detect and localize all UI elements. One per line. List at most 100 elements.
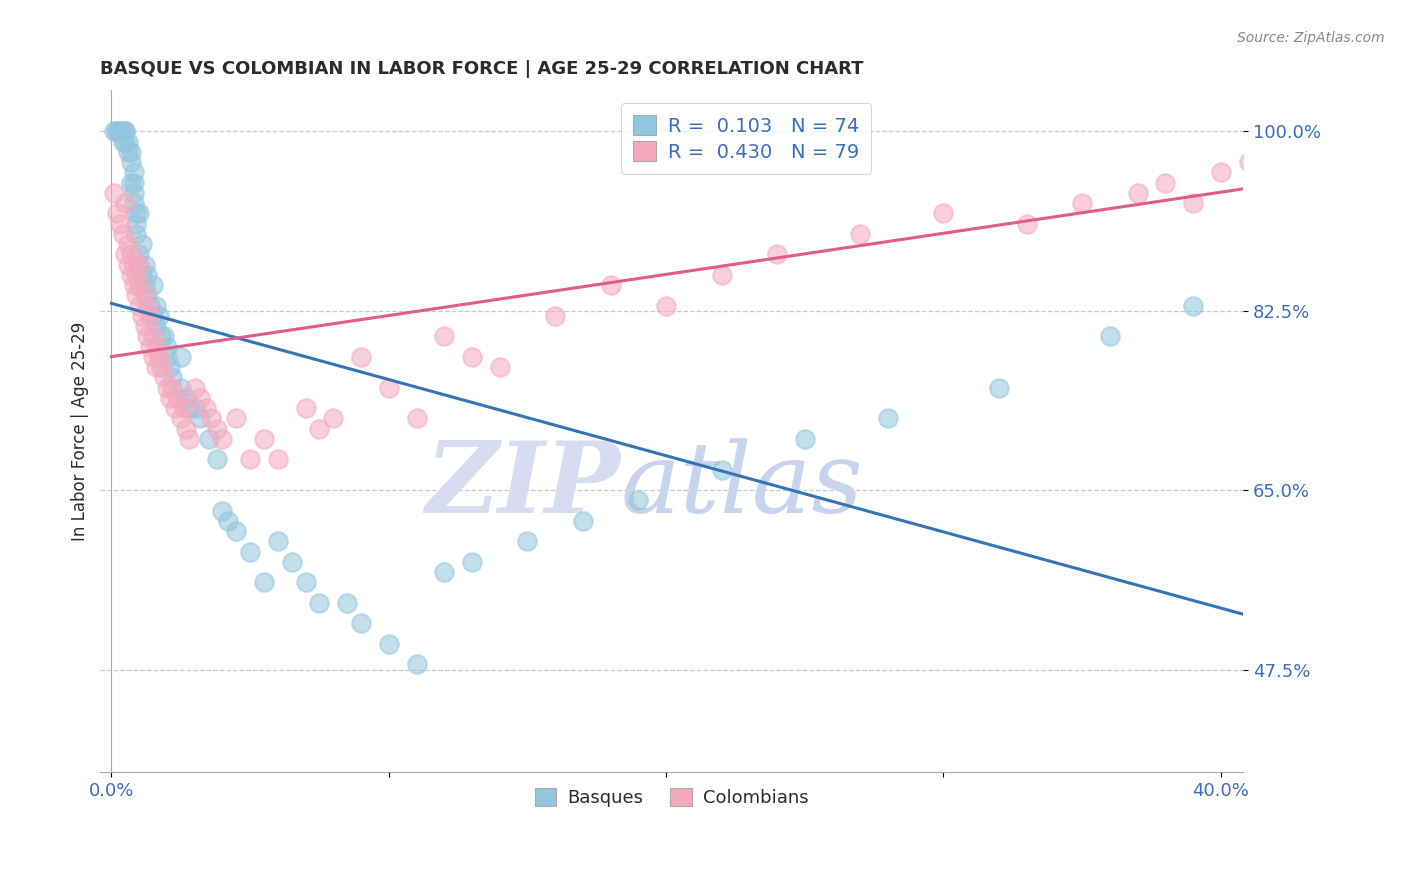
Point <box>308 422 330 436</box>
Point <box>1376 124 1399 138</box>
Point <box>153 329 176 343</box>
Point <box>1071 196 1094 211</box>
Point <box>544 309 567 323</box>
Point <box>1182 196 1205 211</box>
Point <box>877 411 900 425</box>
Point <box>188 391 211 405</box>
Text: atlas: atlas <box>620 438 863 533</box>
Point <box>1292 155 1315 169</box>
Point <box>120 268 142 282</box>
Point <box>177 401 200 416</box>
Point <box>177 432 200 446</box>
Point <box>122 258 145 272</box>
Point <box>710 462 733 476</box>
Point <box>134 288 156 302</box>
Point <box>350 616 373 631</box>
Point <box>134 319 156 334</box>
Point <box>405 411 427 425</box>
Point <box>211 432 233 446</box>
Point <box>148 309 170 323</box>
Point <box>197 432 219 446</box>
Point <box>405 657 427 672</box>
Point <box>165 401 187 416</box>
Point <box>1209 165 1232 179</box>
Point <box>253 575 276 590</box>
Point <box>488 360 510 375</box>
Point <box>156 381 179 395</box>
Point <box>793 432 815 446</box>
Point <box>150 360 173 375</box>
Point <box>516 534 538 549</box>
Point <box>122 196 145 211</box>
Point <box>128 299 150 313</box>
Point <box>183 401 205 416</box>
Point <box>1320 145 1343 159</box>
Point <box>225 524 247 538</box>
Point <box>211 503 233 517</box>
Point <box>294 575 316 590</box>
Point <box>131 237 153 252</box>
Point <box>122 186 145 200</box>
Point <box>117 135 139 149</box>
Point <box>142 309 165 323</box>
Point <box>128 278 150 293</box>
Point <box>134 258 156 272</box>
Point <box>105 206 128 220</box>
Point <box>128 206 150 220</box>
Point <box>655 299 678 313</box>
Y-axis label: In Labor Force | Age 25-29: In Labor Force | Age 25-29 <box>72 321 89 541</box>
Point <box>932 206 955 220</box>
Point <box>108 124 131 138</box>
Point <box>1126 186 1149 200</box>
Point <box>142 278 165 293</box>
Point <box>599 278 621 293</box>
Point <box>114 196 136 211</box>
Point <box>128 258 150 272</box>
Point <box>114 124 136 138</box>
Point <box>139 309 162 323</box>
Point <box>194 401 217 416</box>
Point <box>128 258 150 272</box>
Point <box>217 514 239 528</box>
Point <box>322 411 344 425</box>
Point <box>849 227 872 241</box>
Point <box>120 247 142 261</box>
Point <box>205 422 228 436</box>
Point <box>122 165 145 179</box>
Point <box>114 247 136 261</box>
Point <box>139 340 162 354</box>
Point <box>239 452 262 467</box>
Text: Source: ZipAtlas.com: Source: ZipAtlas.com <box>1237 31 1385 45</box>
Point <box>108 217 131 231</box>
Point <box>153 370 176 384</box>
Point <box>176 391 198 405</box>
Point <box>1403 124 1406 138</box>
Point <box>134 278 156 293</box>
Point <box>105 124 128 138</box>
Point <box>136 329 159 343</box>
Point <box>378 381 401 395</box>
Point <box>1237 155 1260 169</box>
Point <box>122 278 145 293</box>
Point <box>105 124 128 138</box>
Point <box>117 145 139 159</box>
Point <box>156 350 179 364</box>
Point <box>114 135 136 149</box>
Point <box>156 340 179 354</box>
Point <box>125 268 148 282</box>
Point <box>766 247 789 261</box>
Point <box>461 350 484 364</box>
Point <box>710 268 733 282</box>
Point <box>1015 217 1038 231</box>
Point <box>142 350 165 364</box>
Point <box>111 227 134 241</box>
Point <box>167 391 190 405</box>
Point <box>142 329 165 343</box>
Point <box>987 381 1010 395</box>
Point <box>267 534 290 549</box>
Point <box>111 124 134 138</box>
Point <box>125 217 148 231</box>
Point <box>433 565 456 579</box>
Point <box>120 176 142 190</box>
Point <box>159 391 181 405</box>
